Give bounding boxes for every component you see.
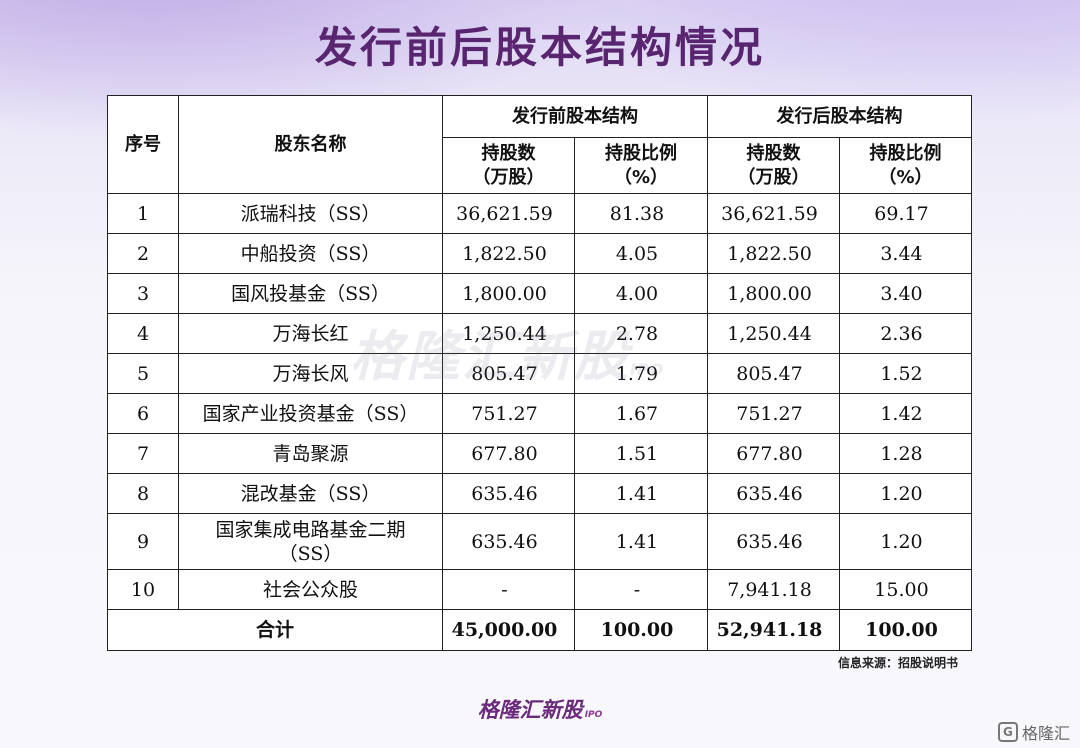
row-name: 万海长风	[178, 353, 443, 394]
row-seq: 3	[107, 273, 179, 314]
table-row: 1 派瑞科技（SS） 36,621.59 81.38 36,621.59 69.…	[107, 193, 972, 234]
row-post-ratio: 1.52	[839, 353, 972, 394]
table-row: 7 青岛聚源 677.80 1.51 677.80 1.28	[107, 433, 972, 474]
row-pre-ratio: 1.41	[574, 473, 708, 514]
row-post-ratio: 1.20	[839, 513, 972, 570]
row-post-shares: 751.27	[707, 393, 840, 434]
row-pre-shares: 36,621.59	[442, 193, 575, 234]
row-pre-ratio: 81.38	[574, 193, 708, 234]
brand-logo: 格隆汇新股 IPO	[477, 698, 603, 722]
total-label: 合计	[107, 609, 443, 651]
row-post-ratio: 2.36	[839, 313, 972, 354]
header-name: 股东名称	[178, 95, 443, 194]
row-pre-shares: 805.47	[442, 353, 575, 394]
table-row: 5 万海长风 805.47 1.79 805.47 1.52	[107, 353, 972, 394]
row-seq: 2	[107, 233, 179, 274]
table-row: 8 混改基金（SS） 635.46 1.41 635.46 1.20	[107, 473, 972, 514]
source-note: 信息来源：招股说明书	[837, 656, 958, 670]
row-pre-shares: 635.46	[442, 473, 575, 514]
row-name: 混改基金（SS）	[178, 473, 443, 514]
table-row: 2 中船投资（SS） 1,822.50 4.05 1,822.50 3.44	[107, 233, 972, 274]
row-pre-shares: 677.80	[442, 433, 575, 474]
table-row: 4 万海长红 1,250.44 2.78 1,250.44 2.36	[107, 313, 972, 354]
row-post-shares: 1,822.50	[707, 233, 840, 274]
row-seq: 7	[107, 433, 179, 474]
header-pre-ratio: 持股比例 （%）	[574, 137, 708, 194]
share-structure-table: 序号 股东名称 发行前股本结构 发行后股本结构 持股数 （万股） 持股比例 （%） …	[107, 95, 972, 651]
row-pre-shares: -	[442, 569, 575, 610]
page-title: 发行前后股本结构情况	[314, 23, 765, 72]
row-name: 社会公众股	[178, 569, 443, 610]
row-pre-ratio: -	[574, 569, 708, 610]
row-pre-shares: 1,800.00	[442, 273, 575, 314]
row-post-ratio: 1.42	[839, 393, 972, 434]
row-pre-ratio: 4.00	[574, 273, 708, 314]
row-pre-ratio: 1.51	[574, 433, 708, 474]
header-after: 发行后股本结构	[707, 95, 972, 138]
row-post-ratio: 1.28	[839, 433, 972, 474]
row-pre-ratio: 1.67	[574, 393, 708, 434]
table-row: 6 国家产业投资基金（SS） 751.27 1.67 751.27 1.42	[107, 393, 972, 434]
row-post-shares: 36,621.59	[707, 193, 840, 234]
row-pre-ratio: 4.05	[574, 233, 708, 274]
header-pre-shares: 持股数 （万股）	[442, 137, 575, 194]
row-post-ratio: 3.40	[839, 273, 972, 314]
row-name: 青岛聚源	[178, 433, 443, 474]
row-post-shares: 677.80	[707, 433, 840, 474]
row-post-ratio: 1.20	[839, 473, 972, 514]
row-post-ratio: 69.17	[839, 193, 972, 234]
row-name: 国风投基金（SS）	[178, 273, 443, 314]
row-pre-shares: 635.46	[442, 513, 575, 570]
row-name: 中船投资（SS）	[178, 233, 443, 274]
header-post-shares: 持股数 （万股）	[707, 137, 840, 194]
row-post-ratio: 15.00	[839, 569, 972, 610]
row-name: 国家产业投资基金（SS）	[178, 393, 443, 434]
row-post-ratio: 3.44	[839, 233, 972, 274]
brand-g-icon: G	[997, 722, 1018, 742]
row-seq: 4	[107, 313, 179, 354]
header-seq: 序号	[107, 95, 179, 194]
row-seq: 9	[107, 513, 179, 570]
header-before: 发行前股本结构	[442, 95, 708, 138]
total-post-ratio: 100.00	[839, 609, 972, 651]
row-seq: 6	[107, 393, 179, 434]
row-post-shares: 1,250.44	[707, 313, 840, 354]
row-post-shares: 805.47	[707, 353, 840, 394]
table-row: 9 国家集成电路基金二期 （SS） 635.46 1.41 635.46 1.20	[107, 513, 972, 570]
total-post-shares: 52,941.18	[707, 609, 840, 651]
row-name: 国家集成电路基金二期 （SS）	[178, 513, 443, 570]
row-post-shares: 635.46	[707, 513, 840, 570]
row-pre-shares: 1,822.50	[442, 233, 575, 274]
row-post-shares: 7,941.18	[707, 569, 840, 610]
row-seq: 10	[107, 569, 179, 610]
row-pre-shares: 1,250.44	[442, 313, 575, 354]
row-seq: 8	[107, 473, 179, 514]
row-pre-ratio: 1.79	[574, 353, 708, 394]
row-pre-ratio: 2.78	[574, 313, 708, 354]
row-seq: 1	[107, 193, 179, 234]
table-row: 3 国风投基金（SS） 1,800.00 4.00 1,800.00 3.40	[107, 273, 972, 314]
table-row: 10 社会公众股 - - 7,941.18 15.00	[107, 569, 972, 610]
total-pre-ratio: 100.00	[574, 609, 708, 651]
row-name: 万海长红	[178, 313, 443, 354]
row-post-shares: 635.46	[707, 473, 840, 514]
corner-brand: G 格隆汇	[997, 720, 1070, 744]
total-row: 合计 45,000.00 100.00 52,941.18 100.00	[107, 609, 972, 651]
row-name: 派瑞科技（SS）	[178, 193, 443, 234]
row-seq: 5	[107, 353, 179, 394]
row-pre-ratio: 1.41	[574, 513, 708, 570]
header-post-ratio: 持股比例 （%）	[839, 137, 972, 194]
row-post-shares: 1,800.00	[707, 273, 840, 314]
total-pre-shares: 45,000.00	[442, 609, 575, 651]
row-pre-shares: 751.27	[442, 393, 575, 434]
